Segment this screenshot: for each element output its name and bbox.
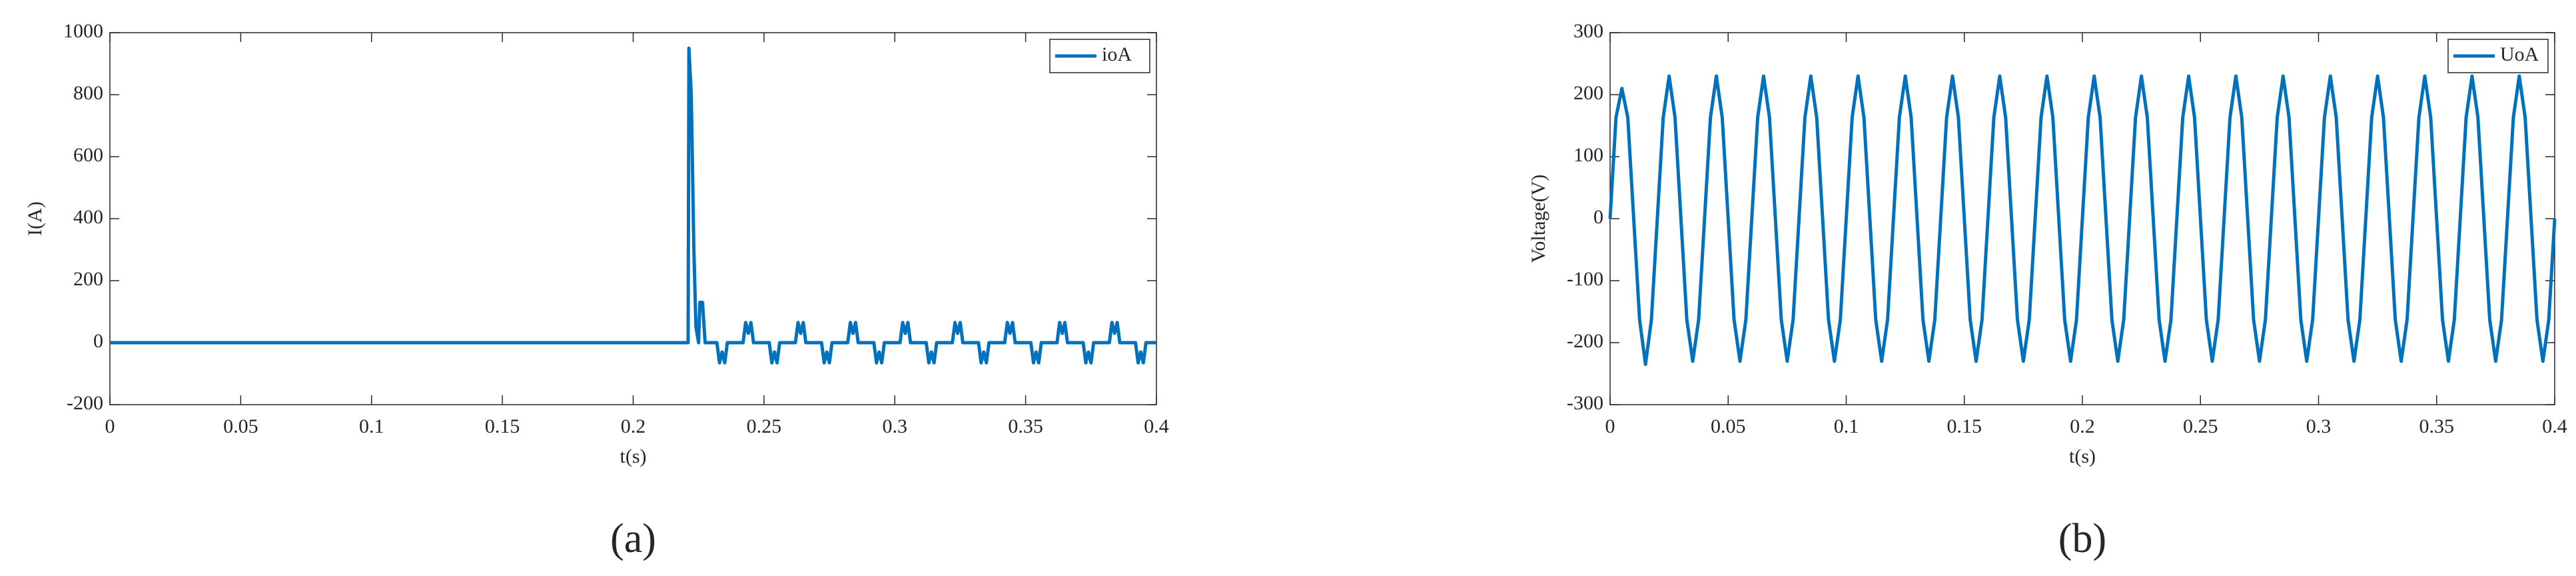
x-tick-label: 0.4 [1144, 415, 1169, 437]
x-axis-label: t(s) [2069, 445, 2096, 467]
x-tick-label: 0.05 [223, 415, 258, 437]
y-axis-label: Voltage(V) [1527, 175, 1549, 263]
x-tick-label: 0.1 [359, 415, 384, 437]
x-tick-label: 0 [105, 415, 115, 437]
x-tick-label: 0.15 [1947, 415, 1982, 437]
data-line [110, 46, 1156, 365]
data-line [1608, 74, 2557, 367]
y-tick-label: 800 [73, 82, 103, 104]
x-tick-label: 0.25 [2183, 415, 2218, 437]
y-axis-label: I(A) [24, 201, 46, 236]
panel-label: (b) [2058, 516, 2106, 561]
x-tick-label: 0.35 [1008, 415, 1043, 437]
x-tick-label: 0.35 [2419, 415, 2455, 437]
y-tick-label: -100 [1567, 268, 1603, 290]
y-tick-label: -200 [67, 392, 103, 414]
x-axis-label: t(s) [620, 445, 647, 467]
x-tick-label: 0.3 [2306, 415, 2332, 437]
y-tick-label: -300 [1567, 392, 1603, 414]
legend-label: UoA [2500, 43, 2539, 65]
y-tick-label: 400 [73, 206, 103, 228]
y-tick-label: 1000 [63, 20, 103, 42]
x-tick-label: 0.1 [1834, 415, 1859, 437]
x-tick-label: 0.2 [621, 415, 646, 437]
x-tick-label: 0.3 [883, 415, 908, 437]
y-tick-label: -200 [1567, 330, 1603, 352]
legend-label: ioA [1102, 43, 1132, 65]
x-tick-label: 0.05 [1711, 415, 1746, 437]
x-tick-label: 0.25 [747, 415, 782, 437]
y-tick-label: 600 [73, 144, 103, 166]
x-tick-label: 0.15 [485, 415, 520, 437]
x-tick-label: 0 [1605, 415, 1615, 437]
x-tick-label: 0.2 [2070, 415, 2095, 437]
y-tick-label: 0 [93, 330, 103, 352]
y-tick-label: 200 [1573, 82, 1603, 104]
y-tick-label: 0 [1593, 206, 1603, 228]
y-tick-label: 300 [1573, 20, 1603, 42]
plot-area [109, 32, 1157, 405]
panel-label: (a) [610, 516, 656, 561]
y-tick-label: 100 [1573, 144, 1603, 166]
x-tick-label: 0.4 [2542, 415, 2567, 437]
y-tick-label: 200 [73, 268, 103, 290]
